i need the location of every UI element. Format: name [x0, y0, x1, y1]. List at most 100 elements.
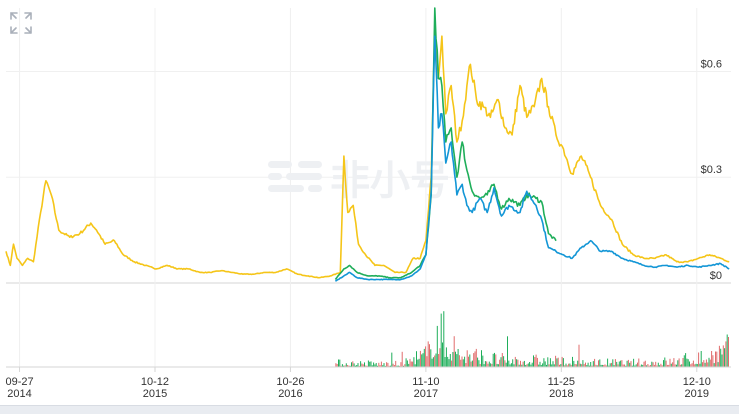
volume-bar	[536, 357, 538, 367]
x-tick-year: 2016	[278, 388, 302, 400]
volume-bar	[514, 356, 516, 367]
range-navigator-strip[interactable]	[0, 405, 739, 414]
volume-bar	[674, 364, 676, 367]
volume-bar	[709, 359, 711, 367]
volume-bar	[448, 359, 450, 367]
volume-bar	[478, 360, 480, 367]
volume-bar	[556, 358, 558, 367]
volume-bar	[590, 362, 592, 367]
x-tick-label: 11-10	[412, 376, 439, 388]
volume-bar	[634, 365, 636, 367]
volume-bar	[665, 360, 667, 367]
volume-bar	[440, 313, 442, 367]
volume-bar	[635, 364, 637, 367]
volume-bar	[352, 361, 354, 367]
volume-bar	[581, 364, 583, 367]
volume-bar	[505, 362, 507, 367]
volume-bar	[670, 363, 672, 367]
volume-bar	[544, 361, 546, 367]
volume-bar	[598, 360, 599, 367]
volume-bar	[640, 364, 642, 367]
volume-bar	[497, 364, 499, 367]
volume-bar	[682, 358, 684, 367]
volume-bar	[357, 363, 359, 367]
volume-bar	[694, 364, 696, 367]
volume-bar	[575, 364, 577, 367]
volume-bar	[691, 363, 693, 367]
volume-bar	[344, 365, 346, 367]
volume-bar	[496, 363, 498, 367]
volume-bar	[650, 365, 651, 367]
volume-bar	[622, 364, 624, 367]
volume-bar	[617, 364, 619, 367]
volume-bar	[358, 365, 360, 367]
volume-bar	[371, 365, 373, 367]
volume-bar	[656, 365, 658, 367]
volume-bar	[452, 352, 454, 367]
volume-bar	[661, 365, 663, 367]
volume-bar	[557, 357, 559, 367]
volume-bar	[435, 353, 437, 367]
volume-bar	[377, 365, 378, 367]
volume-bar	[673, 358, 675, 367]
volume-bar	[624, 364, 625, 367]
volume-bar	[633, 358, 635, 367]
volume-bar	[469, 354, 471, 367]
volume-bar	[364, 362, 365, 367]
volume-bar	[614, 359, 616, 367]
volume-bar	[426, 356, 428, 367]
volume-bar	[362, 364, 364, 367]
volume-bar	[383, 363, 385, 367]
volume-bar	[442, 342, 443, 367]
watermark-logo-icon	[268, 161, 322, 192]
series-lines	[5, 7, 730, 282]
volume-bar	[596, 365, 598, 367]
x-tick-label: 11-25	[548, 376, 575, 388]
volume-bar	[449, 354, 451, 367]
volume-bar	[401, 351, 403, 367]
volume-bar	[664, 357, 666, 367]
volume-bar	[562, 358, 564, 367]
volume-bar	[351, 362, 352, 367]
volume-bar	[687, 359, 689, 367]
volume-bar	[510, 363, 512, 367]
volume-bar	[594, 358, 596, 367]
volume-bar	[689, 361, 690, 367]
x-tick-label: 10-26	[276, 376, 304, 388]
volume-bar	[521, 364, 523, 367]
volume-bar	[455, 351, 456, 367]
volume-bar	[512, 359, 514, 367]
volume-bar	[588, 365, 590, 367]
volume-bar	[543, 358, 545, 367]
volume-bar	[613, 365, 615, 367]
volume-bar	[436, 325, 438, 367]
volume-bar	[516, 359, 518, 367]
volume-bar	[343, 365, 345, 367]
volume-bar	[565, 363, 567, 367]
volume-bar	[492, 353, 494, 367]
volume-bar	[699, 363, 701, 367]
x-tick-label: 10-12	[141, 376, 169, 388]
volume-bar	[707, 362, 709, 367]
volume-bar	[390, 365, 391, 367]
volume-bar	[354, 365, 356, 367]
volume-bar	[678, 358, 680, 367]
volume-bar	[611, 362, 612, 367]
volume-bar	[601, 364, 603, 367]
series-line-green	[334, 7, 557, 280]
volume-bar	[396, 365, 398, 367]
volume-bar	[728, 337, 729, 367]
volume-bar	[374, 364, 376, 367]
volume-bar	[438, 354, 440, 367]
volume-bar	[587, 362, 589, 367]
fullscreen-expand-icon[interactable]	[6, 8, 36, 38]
x-tick-label: 09-27	[5, 376, 33, 388]
volume-bar	[560, 364, 562, 367]
volume-bar	[404, 364, 406, 367]
volume-bar	[534, 357, 536, 367]
volume-bar	[540, 365, 542, 367]
volume-bar	[520, 360, 521, 367]
volume-bar	[625, 365, 627, 367]
volume-bar	[434, 355, 436, 367]
volume-bar	[546, 364, 547, 367]
